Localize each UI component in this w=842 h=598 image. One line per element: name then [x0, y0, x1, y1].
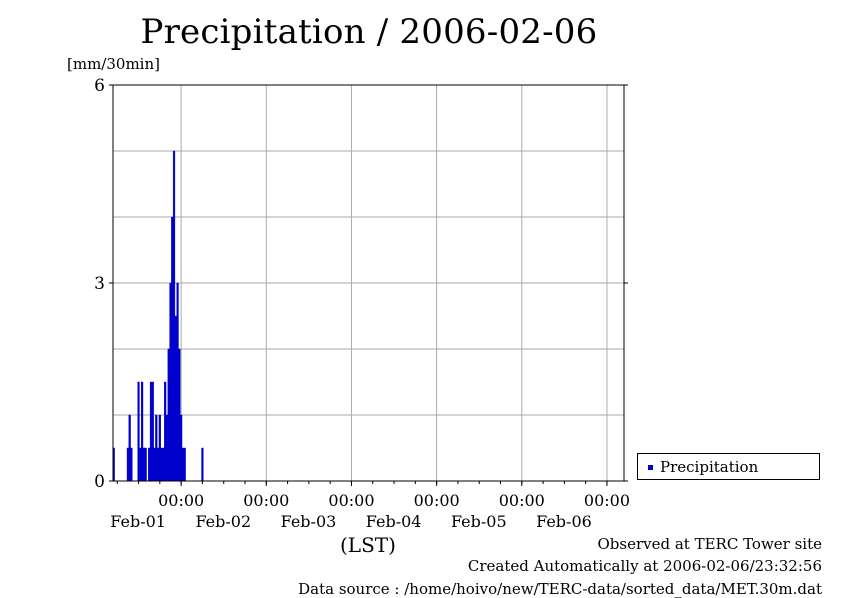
precipitation-bar — [158, 414, 161, 482]
footer-created-timestamp: Created Automatically at 2006-02-06/23:3… — [467, 557, 822, 575]
precipitation-bar — [153, 447, 156, 482]
x-tick-date-label: Feb-01 — [110, 512, 166, 531]
legend-swatch — [648, 465, 653, 470]
precipitation-bar — [169, 282, 172, 482]
x-tick-date-label: Feb-05 — [451, 512, 507, 531]
precipitation-bar — [126, 447, 129, 482]
x-tick-time-label: 00:00 — [414, 491, 460, 510]
chart-title: Precipitation / 2006-02-06 — [140, 12, 598, 52]
x-tick-time-label: 00:00 — [328, 491, 374, 510]
legend-label: Precipitation — [660, 458, 759, 476]
footer-data-source: Data source : /home/hoivo/new/TERC-data/… — [298, 580, 822, 598]
precipitation-bar — [171, 216, 174, 482]
precipitation-bar — [148, 447, 151, 482]
x-tick-time-label: 00:00 — [584, 491, 630, 510]
x-tick-time-label: 00:00 — [499, 491, 545, 510]
precipitation-bar — [165, 414, 169, 482]
y-tick-label: 3 — [94, 274, 105, 294]
precipitation-bar — [149, 381, 153, 482]
precipitation-bar — [176, 282, 179, 482]
x-tick-date-label: Feb-03 — [281, 512, 337, 531]
precipitation-bar — [130, 447, 133, 482]
footer-observed-site: Observed at TERC Tower site — [597, 535, 822, 553]
x-tick-time-label: 00:00 — [243, 491, 289, 510]
precipitation-bar — [128, 414, 131, 482]
precipitation-bar — [155, 414, 158, 482]
precipitation-bar — [156, 447, 160, 482]
precipitation-bar — [174, 315, 177, 482]
x-tick-date-label: Feb-06 — [536, 512, 592, 531]
precipitation-bar — [139, 447, 142, 482]
precipitation-bar — [151, 381, 154, 482]
y-axis-unit-label: [mm/30min] — [67, 55, 160, 73]
precipitation-bar — [164, 381, 167, 482]
precipitation-bar — [180, 414, 183, 482]
precipitation-bar — [162, 447, 165, 482]
precipitation-bar — [181, 447, 184, 482]
precipitation-bar — [167, 348, 170, 482]
legend: Precipitation — [637, 453, 820, 480]
x-axis-label: (LST) — [340, 533, 396, 557]
y-tick-label: 0 — [94, 472, 105, 492]
precipitation-bar — [172, 150, 176, 482]
precipitation-bars — [112, 150, 204, 482]
precipitation-bar — [160, 447, 163, 482]
grid-lines — [113, 85, 624, 481]
precipitation-bar — [201, 447, 204, 482]
y-tick-label: 6 — [94, 76, 105, 96]
precipitation-bar — [142, 447, 145, 482]
precipitation-bar — [178, 348, 181, 482]
axis-ticks: 0 3 6 00:00 Feb-01 00:00 Feb-02 00:00 Feb-03 00:0… — [94, 76, 630, 531]
precipitation-bar — [144, 447, 147, 482]
precipitation-bar — [183, 447, 186, 482]
precipitation-bar — [141, 381, 144, 482]
x-tick-date-label: Feb-04 — [366, 512, 422, 531]
x-tick-time-label: 00:00 — [158, 491, 204, 510]
x-tick-date-label: Feb-02 — [195, 512, 251, 531]
precipitation-bar — [137, 381, 140, 482]
